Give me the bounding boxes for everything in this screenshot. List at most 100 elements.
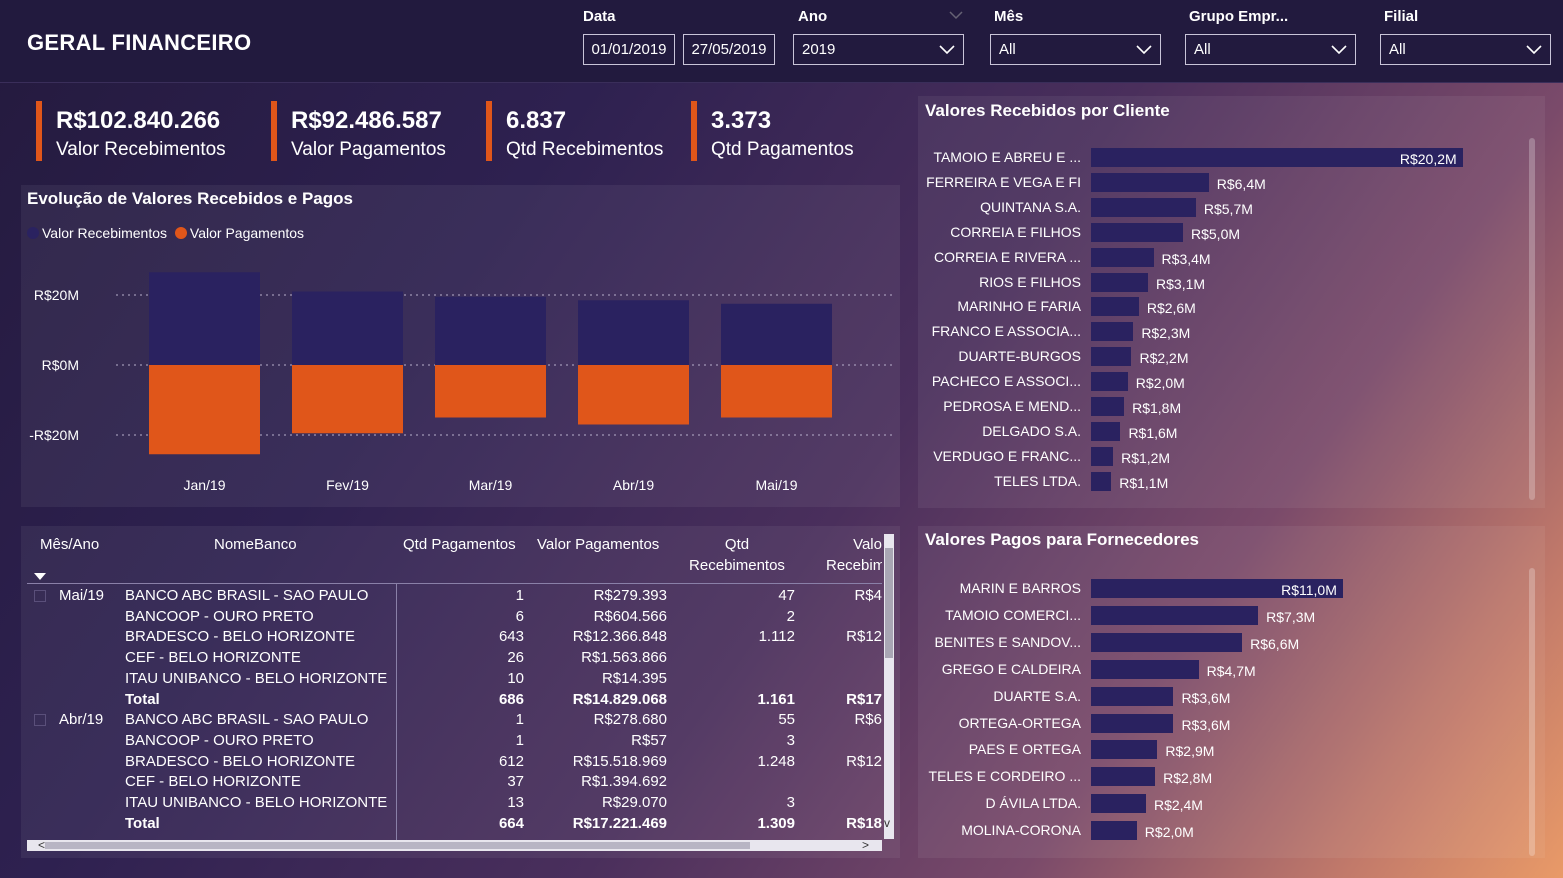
bar-value-label: R$4,7M	[1206, 662, 1256, 679]
column-header[interactable]: NomeBanco	[214, 536, 297, 553]
bar[interactable]	[1091, 172, 1209, 192]
y-tick-label: -R$20M	[29, 427, 79, 443]
bar-recebimentos	[149, 272, 260, 365]
bar[interactable]	[1091, 605, 1259, 625]
bar-category-label: VERDUGO E FRANC...	[933, 447, 1081, 464]
column-header[interactable]: Qtd Pagamentos	[403, 536, 516, 553]
bar-category-label: ORTEGA-ORTEGA	[958, 714, 1081, 731]
bar[interactable]	[1091, 372, 1128, 392]
bar-category-label: PEDROSA E MEND...	[943, 398, 1081, 414]
bar[interactable]	[1091, 347, 1132, 367]
bar-category-label: BENITES E SANDOV...	[934, 633, 1081, 650]
bar[interactable]	[1091, 767, 1156, 787]
valor-pagamentos-cell: R$279.393	[593, 587, 667, 604]
fornecedores-scrollbar[interactable]	[1529, 568, 1535, 856]
x-tick-label: Jan/19	[183, 477, 225, 493]
expand-collapse-icon[interactable]	[34, 714, 46, 727]
kpi-value: 3.373	[711, 107, 772, 134]
bar-value-label: R$6,6M	[1250, 635, 1300, 652]
chevron-down-icon	[1136, 45, 1152, 55]
date-start-input[interactable]: 01/01/2019	[583, 34, 675, 65]
kpi-accent-bar	[36, 101, 42, 161]
qtd-pagamentos-cell: 6	[515, 607, 524, 625]
bar-category-label: FERREIRA E VEGA E FI	[926, 173, 1081, 190]
qtd-pagamentos-cell: 643	[498, 628, 524, 646]
bar[interactable]	[1091, 222, 1183, 242]
bar-category-label: DUARTE S.A.	[993, 687, 1081, 704]
bar[interactable]	[1091, 659, 1199, 679]
bar-category-label: QUINTANA S.A.	[980, 198, 1081, 215]
qtd-pagamentos-cell: 1	[515, 587, 524, 604]
chevron-down-icon	[1526, 45, 1542, 55]
bar-category-label: MARIN E BARROS	[959, 580, 1081, 596]
qtd-recebimentos-cell: 1.248	[757, 752, 795, 770]
bar-value-label: R$20,2M	[1399, 151, 1457, 167]
bar[interactable]	[1091, 322, 1134, 342]
bar[interactable]	[1091, 446, 1114, 466]
bar[interactable]	[1091, 197, 1196, 217]
bar-value-label: R$2,0M	[1144, 824, 1194, 841]
bar-value-label: R$2,8M	[1163, 770, 1213, 787]
column-header[interactable]: Valo Recebim	[826, 536, 882, 574]
bar-category-label: FRANCO E ASSOCIA...	[931, 323, 1081, 340]
chevron-down-icon[interactable]	[949, 10, 963, 20]
table-vscroll-track[interactable]	[884, 534, 894, 839]
qtd-pagamentos-cell: 37	[507, 773, 524, 791]
bank-name-cell: CEF - BELO HORIZONTE	[125, 773, 301, 791]
qtd-pagamentos-cell: 13	[507, 794, 524, 811]
valor-recebimentos-cell: R$17	[846, 690, 882, 708]
mes-dropdown[interactable]: All	[990, 34, 1161, 65]
bar[interactable]	[1091, 297, 1139, 317]
ano-dropdown[interactable]: 2019	[793, 34, 964, 65]
total-label: Total	[125, 814, 160, 832]
scroll-left-icon[interactable]: <	[38, 838, 46, 852]
bar-value-label: R$1,6M	[1128, 424, 1178, 441]
column-header[interactable]: Valor Pagamentos	[537, 536, 660, 553]
header-divider	[27, 583, 882, 584]
column-header[interactable]: Mês/Ano	[40, 536, 100, 553]
bar-value-label: R$2,0M	[1135, 375, 1185, 392]
bar[interactable]	[1091, 471, 1112, 491]
filter-label-ano: Ano	[798, 8, 828, 25]
valor-pagamentos-cell: R$12.366.848	[572, 628, 667, 646]
scroll-down-icon[interactable]: v	[884, 816, 890, 830]
kpi-label: Valor Recebimentos	[56, 139, 226, 160]
bank-name-cell: ITAU UNIBANCO - BELO HORIZONTE	[125, 794, 388, 811]
bank-name-cell: BANCO ABC BRASIL - SAO PAULO	[125, 711, 369, 729]
bar[interactable]	[1091, 421, 1121, 441]
bar-category-label: DELGADO S.A.	[982, 422, 1081, 439]
grupo-dropdown[interactable]: All	[1185, 34, 1356, 65]
bar[interactable]	[1091, 579, 1343, 598]
bar[interactable]	[1091, 686, 1174, 706]
bar[interactable]	[1091, 713, 1174, 733]
expand-collapse-icon[interactable]	[34, 590, 46, 602]
bar-value-label: R$1,2M	[1121, 449, 1171, 466]
scroll-right-icon[interactable]: >	[862, 838, 870, 852]
bar-category-label: PACHECO E ASSOCI...	[931, 373, 1081, 390]
bar-value-label: R$3,6M	[1181, 689, 1231, 706]
bar[interactable]	[1091, 821, 1137, 841]
bar[interactable]	[1091, 632, 1243, 652]
table-hscroll-thumb[interactable]	[45, 842, 750, 849]
x-tick-label: Abr/19	[613, 477, 654, 493]
date-end-input[interactable]: 27/05/2019	[683, 34, 775, 65]
sort-descending-icon[interactable]	[34, 573, 46, 581]
bar-pagamentos	[149, 365, 260, 455]
bar[interactable]	[1091, 247, 1154, 267]
filial-dropdown[interactable]: All	[1380, 34, 1551, 65]
valor-recebimentos-cell: R$6	[854, 711, 882, 729]
table-vscroll-thumb[interactable]	[885, 548, 893, 658]
bar[interactable]	[1091, 148, 1463, 167]
bar[interactable]	[1091, 794, 1146, 814]
column-header[interactable]: Qtd Recebimentos	[689, 536, 785, 574]
bar[interactable]	[1091, 272, 1149, 292]
bar[interactable]	[1091, 740, 1158, 760]
bar-value-label: R$5,7M	[1203, 200, 1253, 217]
bank-name-cell: ITAU UNIBANCO - BELO HORIZONTE	[125, 669, 388, 687]
clientes-scrollbar[interactable]	[1529, 138, 1535, 500]
bar[interactable]	[1091, 397, 1125, 416]
bar-recebimentos	[578, 300, 689, 365]
valor-pagamentos-cell: R$278.680	[593, 711, 667, 729]
bar-value-label: R$2,6M	[1146, 300, 1196, 317]
bar-category-label: MARINHO E FARIA	[957, 298, 1081, 315]
